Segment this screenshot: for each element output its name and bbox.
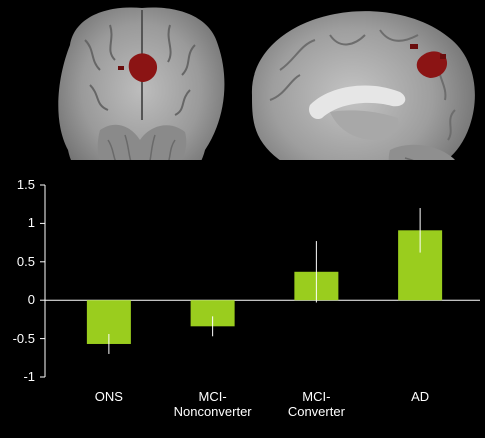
y-tick-label: -1 (23, 369, 35, 384)
category-label: AD (411, 389, 430, 404)
activation-blob-sagittal (416, 51, 448, 78)
category-label: ONS (94, 389, 123, 404)
y-tick-label: -0.5 (12, 330, 35, 346)
category-label: MCI- Nonconverter (173, 389, 252, 419)
category-label: MCI- Converter (287, 389, 345, 419)
y-tick-label: 0 (27, 292, 35, 308)
y-tick-label: 1.5 (16, 177, 35, 192)
activation-blob-coronal (128, 53, 158, 82)
y-tick-label: 1 (27, 215, 35, 231)
y-tick-label: 0.5 (16, 253, 35, 269)
